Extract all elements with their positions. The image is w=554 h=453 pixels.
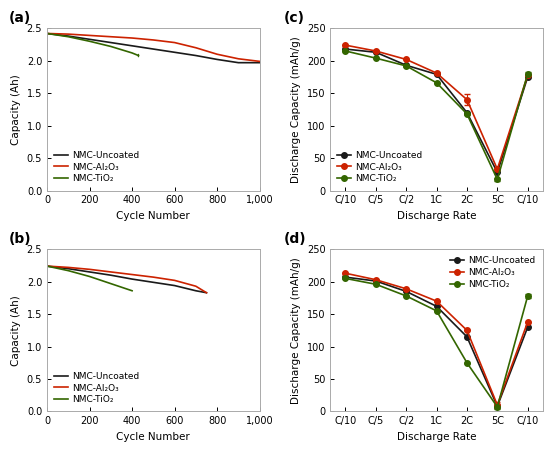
Legend: NMC-Uncoated, NMC-Al₂O₃, NMC-TiO₂: NMC-Uncoated, NMC-Al₂O₃, NMC-TiO₂: [52, 369, 142, 407]
Legend: NMC-Uncoated, NMC-Al₂O₃, NMC-TiO₂: NMC-Uncoated, NMC-Al₂O₃, NMC-TiO₂: [52, 148, 142, 186]
X-axis label: Cycle Number: Cycle Number: [116, 211, 190, 221]
Text: (a): (a): [9, 11, 31, 25]
X-axis label: Cycle Number: Cycle Number: [116, 432, 190, 442]
Y-axis label: Discharge Capacity (mAh/g): Discharge Capacity (mAh/g): [291, 36, 301, 183]
X-axis label: Discharge Rate: Discharge Rate: [397, 432, 476, 442]
Text: (b): (b): [9, 232, 32, 246]
Y-axis label: Discharge Capacity (mAh/g): Discharge Capacity (mAh/g): [291, 257, 301, 404]
X-axis label: Discharge Rate: Discharge Rate: [397, 211, 476, 221]
Legend: NMC-Uncoated, NMC-Al₂O₃, NMC-TiO₂: NMC-Uncoated, NMC-Al₂O₃, NMC-TiO₂: [335, 148, 425, 186]
Text: (d): (d): [284, 232, 306, 246]
Legend: NMC-Uncoated, NMC-Al₂O₃, NMC-TiO₂: NMC-Uncoated, NMC-Al₂O₃, NMC-TiO₂: [448, 254, 538, 292]
Text: (c): (c): [284, 11, 305, 25]
Y-axis label: Capacity (Ah): Capacity (Ah): [11, 295, 21, 366]
Y-axis label: Capacity (Ah): Capacity (Ah): [11, 74, 21, 145]
